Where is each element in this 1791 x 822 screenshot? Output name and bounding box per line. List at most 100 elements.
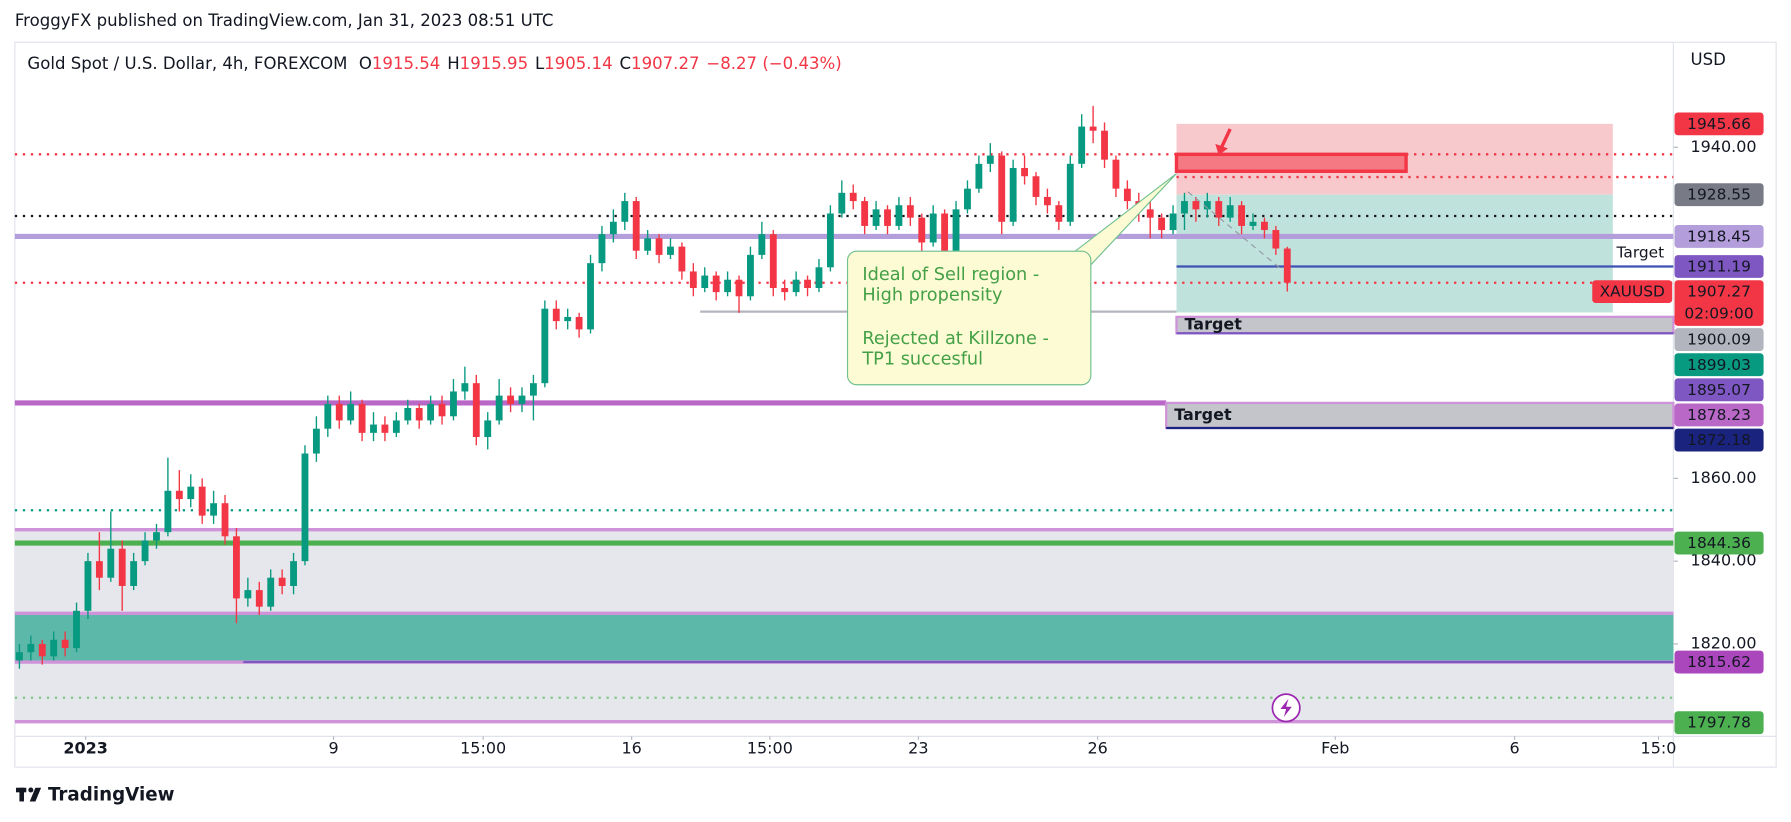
candle-body xyxy=(38,643,46,657)
x-tick-label: 15:00 xyxy=(460,738,506,757)
candle-body xyxy=(107,548,115,578)
candle-body xyxy=(1272,230,1280,249)
candle-body xyxy=(667,246,674,255)
candle-body xyxy=(335,403,343,421)
currency: USD xyxy=(1690,50,1725,69)
logo-part xyxy=(29,787,42,802)
ohlc-key: L xyxy=(535,53,545,72)
candle-body xyxy=(1192,201,1200,210)
candle-body xyxy=(632,201,640,251)
candle-body xyxy=(1101,130,1108,160)
target-zone xyxy=(1176,194,1613,313)
x-tick-label: 26 xyxy=(1088,738,1108,757)
candle-body xyxy=(233,536,240,599)
ohlc-key: C xyxy=(619,53,631,72)
candle-body xyxy=(598,234,606,264)
candle-body xyxy=(507,395,514,404)
candle-body xyxy=(552,308,560,322)
candle-body xyxy=(301,453,309,562)
price-tag xyxy=(1674,328,1764,351)
arrow-head xyxy=(1215,143,1228,156)
price-tag xyxy=(1674,353,1764,377)
candle-body xyxy=(358,403,366,433)
candle-body xyxy=(929,213,937,243)
candle-body xyxy=(415,408,423,421)
candle-body xyxy=(73,610,80,649)
note-line: High propensity xyxy=(862,286,1002,306)
candle-body xyxy=(1146,209,1154,218)
candle-body xyxy=(564,316,572,322)
candle-body xyxy=(95,561,103,578)
target-box xyxy=(1175,315,1675,335)
candle-body xyxy=(952,209,960,251)
candle-body xyxy=(826,213,834,268)
candle-body xyxy=(175,490,183,500)
ohlc-value: 1907.27 xyxy=(631,53,699,72)
candle-body xyxy=(849,192,857,202)
candle-body xyxy=(861,201,869,226)
event-bolt xyxy=(1280,698,1292,717)
candle-body xyxy=(986,155,994,164)
candle-body xyxy=(1238,205,1246,226)
candle-body xyxy=(575,316,583,330)
price-tag xyxy=(1674,225,1764,248)
killzone xyxy=(1174,152,1408,173)
candle-body xyxy=(1158,217,1166,231)
target-box xyxy=(1165,401,1675,430)
candle-body xyxy=(998,155,1006,222)
candle-body xyxy=(187,486,195,500)
candle-body xyxy=(1169,213,1177,231)
note-line: Ideal of Sell region - xyxy=(862,265,1039,285)
candle-body xyxy=(815,267,823,288)
symbol-tag xyxy=(1592,280,1673,304)
candle-body xyxy=(747,254,754,297)
candle-body xyxy=(655,238,663,255)
candle-body xyxy=(712,275,720,293)
candle-body xyxy=(975,163,983,189)
x-tick-label: 16 xyxy=(621,738,641,757)
x-tick-label: Feb xyxy=(1321,738,1349,757)
candle-body xyxy=(164,490,172,533)
price-tag-label: 1911.19 xyxy=(1687,258,1751,276)
candle-body xyxy=(724,279,732,293)
x-tick-label: 15:00 xyxy=(747,738,793,757)
price-tag xyxy=(1674,255,1764,278)
candle-body xyxy=(484,420,492,437)
candle-body xyxy=(689,271,697,288)
candle-body xyxy=(587,263,594,330)
candle-body xyxy=(1123,188,1131,202)
candle-body xyxy=(278,577,286,586)
candle-body xyxy=(438,403,446,417)
candle-body xyxy=(1078,126,1086,164)
y-tick-label: 1940.00 xyxy=(1690,137,1756,156)
candle-body xyxy=(130,561,138,586)
price-tag-label: 1878.23 xyxy=(1687,406,1751,424)
candle-body xyxy=(621,201,629,222)
candle-body xyxy=(221,503,229,537)
legend: Gold Spot / U.S. Dollar, 4h, FOREXCOM O19… xyxy=(27,53,841,72)
candle-body xyxy=(678,246,686,272)
x-tick-label: 23 xyxy=(908,738,928,757)
price-tag xyxy=(1674,183,1764,207)
candle-body xyxy=(1226,205,1234,218)
price-tag xyxy=(1674,711,1764,735)
target-label: Target xyxy=(1184,315,1242,334)
candle-body xyxy=(918,217,926,243)
candle-body xyxy=(941,213,949,251)
symbol-title: Gold Spot / U.S. Dollar, 4h, FOREXCOM xyxy=(27,53,347,72)
ohlc-key: H xyxy=(447,53,459,72)
price-tag xyxy=(1674,650,1764,674)
candle-body xyxy=(255,590,263,607)
candle-body xyxy=(84,561,92,611)
logo-text: TradingView xyxy=(48,785,175,806)
countdown: 02:09:00 xyxy=(1684,304,1753,322)
x-tick-label: 2023 xyxy=(63,738,107,757)
candle-body xyxy=(1283,248,1291,283)
ohlc-value: 1915.54 xyxy=(372,53,440,72)
candle-body xyxy=(906,205,914,218)
price-tag-label: 1907.27 xyxy=(1687,283,1751,301)
candle-body xyxy=(1112,159,1120,189)
candle-body xyxy=(61,639,69,649)
candle-body xyxy=(392,420,400,433)
target-label: Target xyxy=(1174,405,1232,424)
